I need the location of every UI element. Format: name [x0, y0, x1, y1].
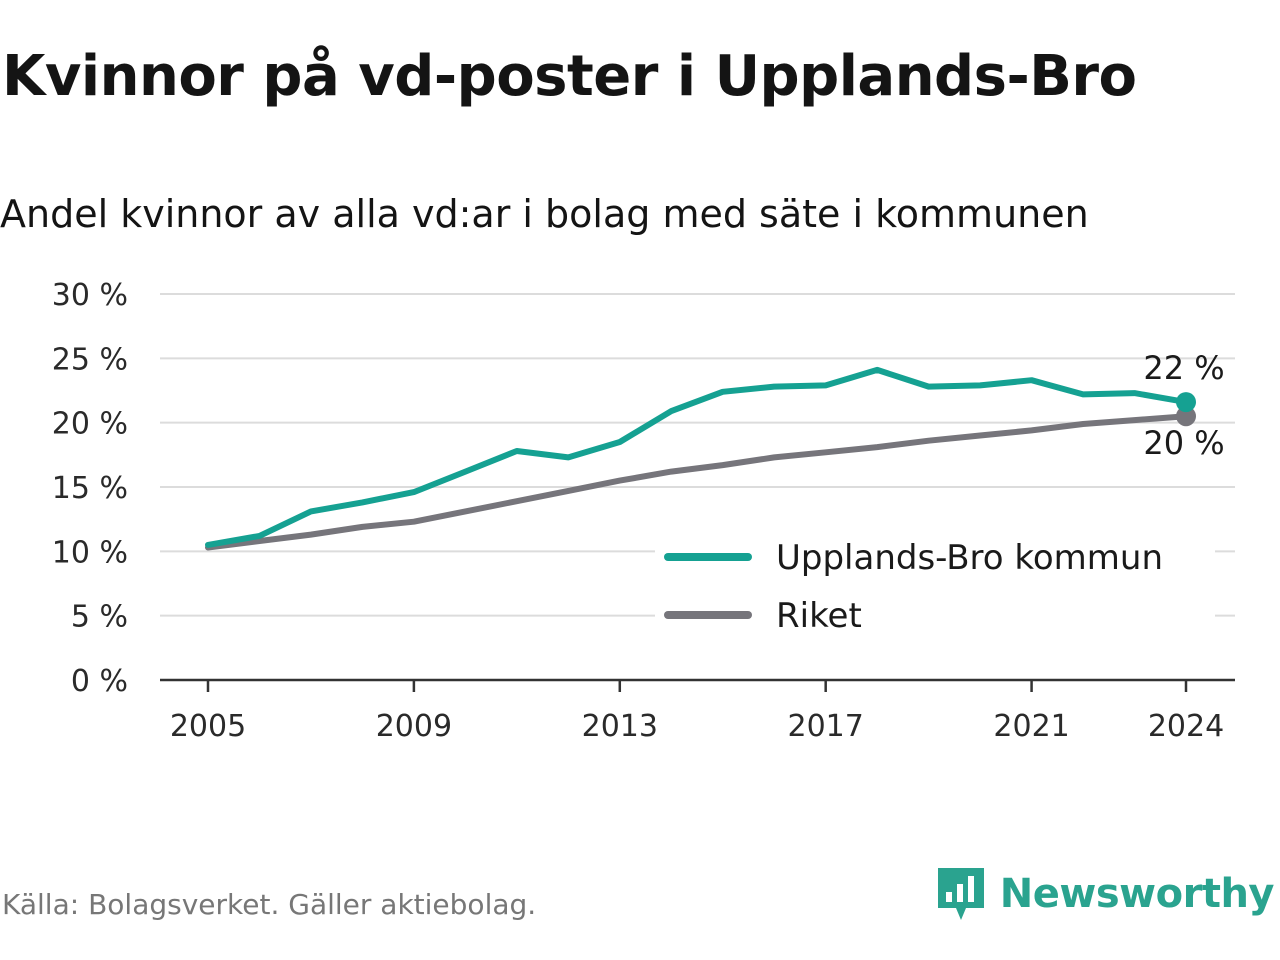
x-tick-label: 2013	[582, 709, 658, 744]
brand-name: Newsworthy	[999, 871, 1275, 917]
series-line-upplands-bro	[205, 366, 1189, 548]
y-tick-label: 10 %	[52, 535, 128, 570]
brand-logo: Newsworthy	[936, 864, 1275, 924]
end-point-upplands-bro	[1176, 392, 1196, 413]
chart-subtitle: Andel kvinnor av alla vd:ar i bolag med …	[0, 192, 1089, 236]
x-tick-label: 2017	[788, 709, 864, 744]
x-tick-label: 2005	[170, 709, 246, 744]
legend-label: Upplands-Bro kommun	[776, 538, 1163, 578]
y-tick-label: 5 %	[71, 600, 128, 635]
y-tick-label: 15 %	[52, 471, 128, 506]
axes: 0 % 5 % 10 % 15 % 20 % 25 % 30 % 2005 2009 2013 20…	[52, 278, 1235, 744]
series-lines	[205, 366, 1196, 551]
y-tick-label: 30 %	[52, 278, 128, 313]
y-tick-label: 25 %	[52, 342, 128, 377]
x-tick-label: 2021	[993, 709, 1069, 744]
x-tick-label: 2024	[1148, 709, 1224, 744]
end-point-riket	[1176, 406, 1196, 427]
legend-label: Riket	[776, 596, 862, 636]
end-label-riket: 20 %	[1143, 424, 1224, 462]
chart-title: Kvinnor på vd-poster i Upplands-Bro	[2, 44, 1137, 109]
y-tick-label: 0 %	[71, 664, 128, 699]
x-tick-label: 2009	[376, 709, 452, 744]
source-note: Källa: Bolagsverket. Gäller aktiebolag.	[2, 888, 537, 921]
series-line-riket	[205, 413, 1189, 551]
legend: Upplands-Bro kommun Riket	[655, 529, 1215, 643]
newsworthy-logo-icon	[937, 868, 984, 920]
end-label-upplands-bro: 22 %	[1143, 349, 1224, 387]
end-labels: 22 % 20 %	[1143, 349, 1224, 462]
y-tick-label: 20 %	[52, 407, 128, 442]
